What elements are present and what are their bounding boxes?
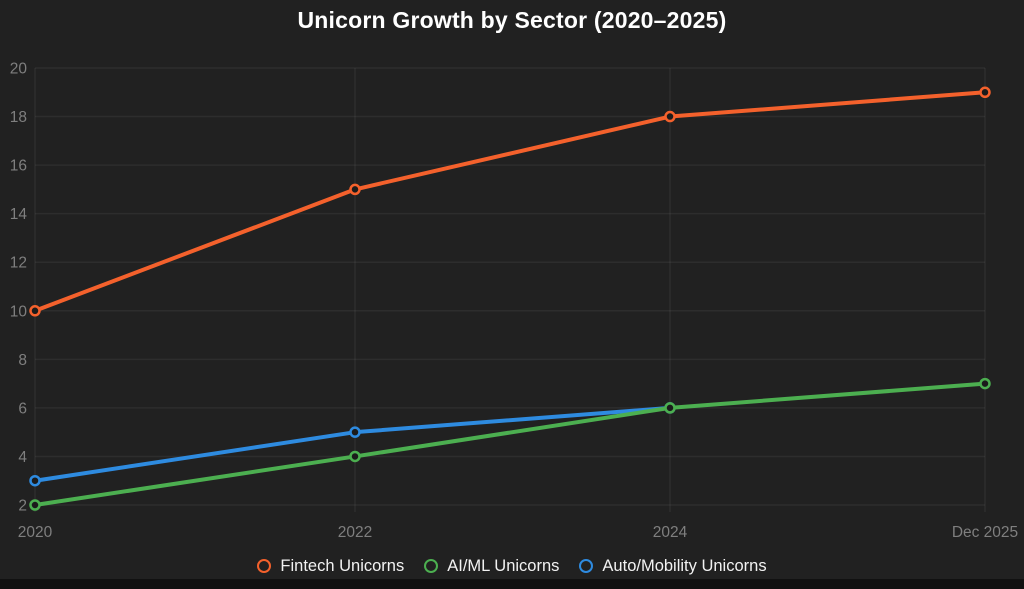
x-tick-label: 2022 bbox=[338, 524, 372, 541]
data-point-ai-ml-unicorns[interactable] bbox=[29, 499, 41, 511]
y-tick-label: 20 bbox=[10, 61, 28, 78]
legend-item-ai-ml-unicorns[interactable]: AI/ML Unicorns bbox=[424, 557, 559, 576]
legend: Fintech Unicorns AI/ML Unicorns Auto/Mobil… bbox=[0, 551, 1024, 581]
data-point-ai-ml-unicorns[interactable] bbox=[349, 450, 361, 463]
y-tick-label: 2 bbox=[18, 498, 27, 515]
footer-strip bbox=[0, 579, 1024, 589]
legend-swatch-circle-icon bbox=[579, 559, 594, 573]
x-tick-label: 2020 bbox=[18, 524, 53, 541]
y-tick-label: 8 bbox=[18, 352, 27, 369]
legend-label: AI/ML Unicorns bbox=[447, 556, 560, 575]
data-point-auto-mobility-unicorns[interactable] bbox=[29, 474, 41, 487]
data-point-auto-mobility-unicorns[interactable] bbox=[349, 426, 361, 438]
y-tick-label: 12 bbox=[10, 255, 27, 272]
data-point-ai-ml-unicorns[interactable] bbox=[664, 402, 676, 414]
chart-title: Unicorn Growth by Sector (2020–2025) bbox=[297, 7, 727, 33]
legend-swatch-circle-icon bbox=[424, 559, 439, 573]
data-point-fintech-unicorns[interactable] bbox=[349, 183, 361, 196]
x-tick-label: Dec 2025 bbox=[952, 524, 1018, 541]
legend-item-fintech-unicorns[interactable]: Fintech Unicorns bbox=[257, 557, 404, 576]
series-line-ai-ml-unicorns bbox=[33, 381, 987, 507]
legend-item-auto-mobility-unicorns[interactable]: Auto/Mobility Unicorns bbox=[579, 556, 767, 576]
legend-label: Auto/Mobility Unicorns bbox=[602, 556, 767, 575]
y-tick-label: 18 bbox=[10, 109, 27, 126]
data-point-fintech-unicorns[interactable] bbox=[979, 86, 991, 99]
y-tick-label: 16 bbox=[10, 158, 27, 175]
y-tick-label: 4 bbox=[18, 449, 27, 466]
data-point-ai-ml-unicorns[interactable] bbox=[979, 377, 991, 390]
y-tick-label: 6 bbox=[18, 400, 27, 417]
legend-swatch-circle-icon bbox=[257, 559, 272, 573]
y-tick-label: 10 bbox=[10, 303, 28, 320]
data-point-fintech-unicorns[interactable] bbox=[664, 110, 676, 123]
y-tick-label: 14 bbox=[10, 206, 28, 223]
series-line-auto-mobility-unicorns bbox=[33, 405, 672, 483]
data-point-fintech-unicorns[interactable] bbox=[29, 305, 41, 317]
series-line-fintech-unicorns bbox=[33, 90, 987, 313]
legend-label: Fintech Unicorns bbox=[280, 556, 405, 575]
x-tick-label: 2024 bbox=[653, 524, 688, 541]
